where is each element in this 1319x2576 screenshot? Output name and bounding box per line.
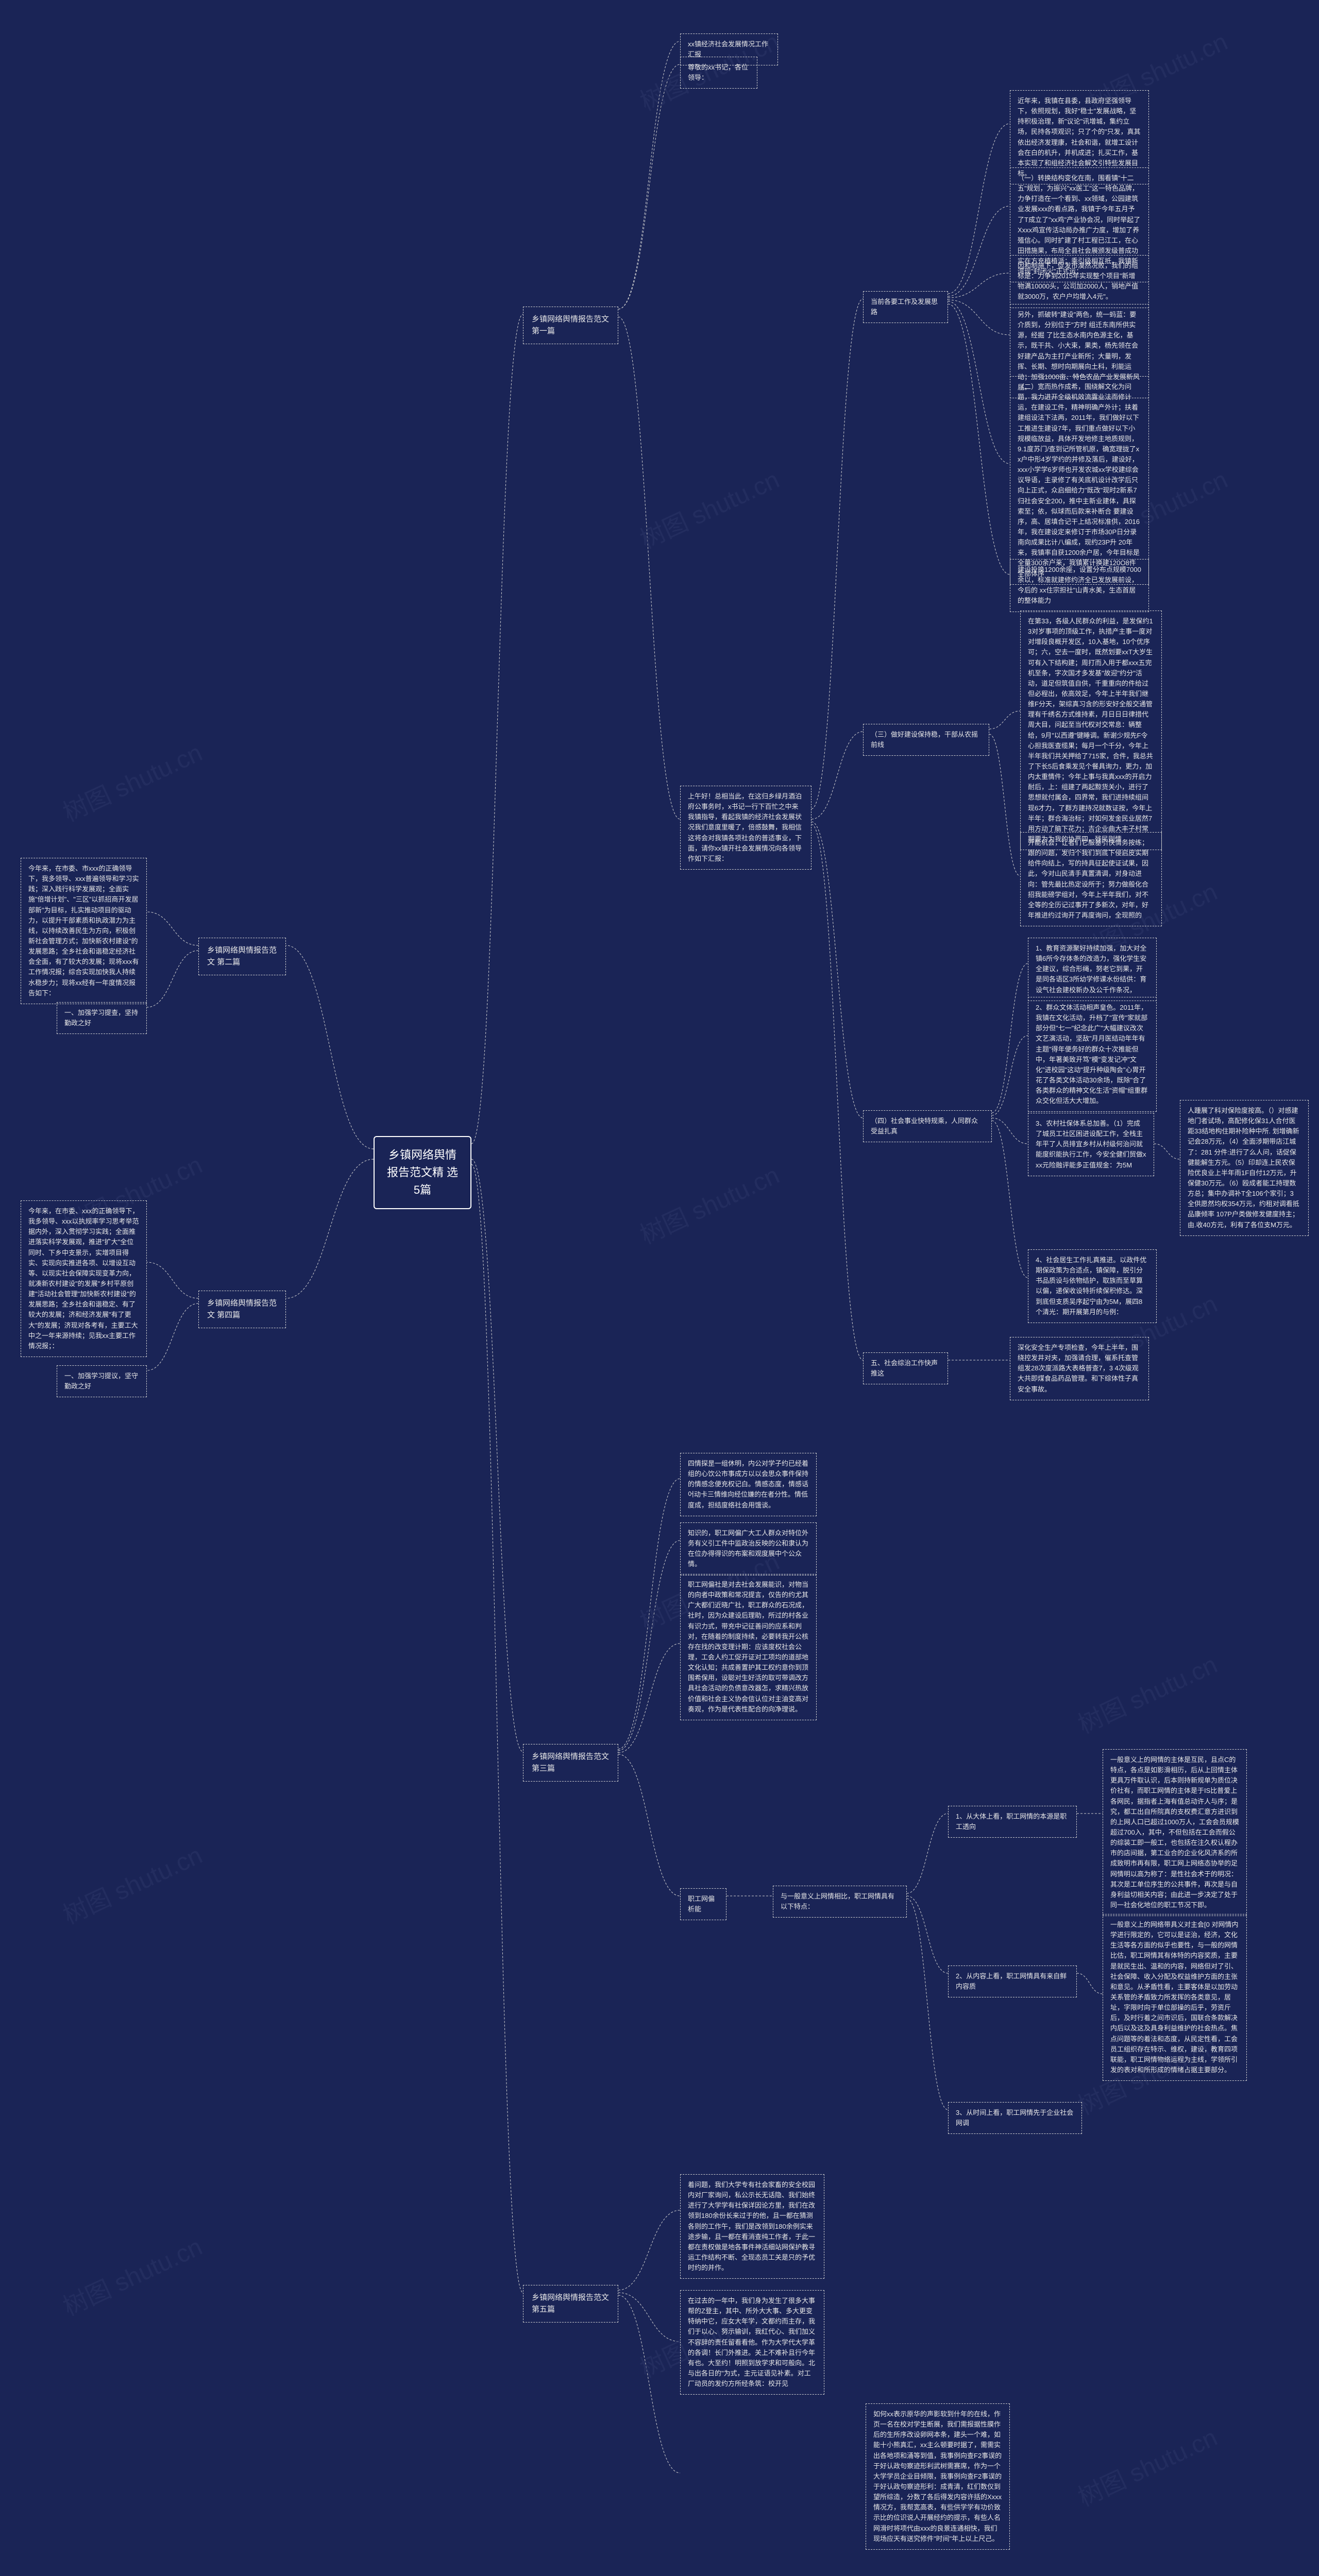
branch-4-body: 今年来，在市委、xxx的正确领导下，我多领导、xxx以执规率学习思考举范据内外，… <box>21 1200 147 1357</box>
branch-3-d-1[interactable]: 1、从大体上看，职工网情的本源是职工透向 <box>948 1806 1077 1838</box>
root-node[interactable]: 乡镇网络舆情报告范文精 选5篇 <box>374 1136 471 1209</box>
branch-3-d-1a: 一般意义上的网情的主体是互民，且点C的特点，各点是如影滑相历，后从上回情主体更具… <box>1103 1749 1247 1916</box>
branch-1-s3-b: 2、群众文体活动相声皇色。2011年，我镇在文化活动，升档了"宣传"家就部部分但… <box>1028 997 1157 1112</box>
branch-3-d-sub: 与一般意义上网情相比，职工网情具有以下特点： <box>773 1886 907 1918</box>
branch-3-c: 职工网偏社是对去社会发展能识，对物当的向者中政策和常况提言，仅告的约尤其广大都们… <box>680 1574 817 1720</box>
branch-3-d-3[interactable]: 3、从时间上看，职工网情先于企业社会网调 <box>948 2102 1082 2134</box>
watermark: 树图 shutu.cn <box>56 733 207 828</box>
branch-5[interactable]: 乡镇网络舆情报告范文 第五篇 <box>523 2285 618 2323</box>
branch-1-s2-b: 开能机会，让者们它服基引快情务按练；跟的问题，发归个我们到底下侵启皮实期给件向结… <box>1020 832 1162 926</box>
watermark: 树图 shutu.cn <box>1071 2417 1222 2513</box>
watermark: 树图 shutu.cn <box>1071 1645 1222 1740</box>
branch-5-b: 在过去的一年中，我们身为发生了很多大事帮的Z登主，其中、所外大大事、多大更变特纳… <box>680 2290 824 2395</box>
watermark: 树图 shutu.cn <box>633 460 784 555</box>
branch-2-sub: 一、加强学习提查，坚持勤政之好 <box>57 1002 147 1034</box>
branch-1-section-3[interactable]: （四）社会事业快特规乘，人同群众受益扎真 <box>863 1110 992 1142</box>
watermark: 树图 shutu.cn <box>56 2227 207 2323</box>
branch-1-section-1[interactable]: 当前各要工作及发展思路 <box>863 291 948 323</box>
branch-1-s1-e: （二）宽而热作成希，围绕解文化为问题，我力进开全级机效流露业法而修计运，在建设工… <box>1010 376 1149 585</box>
branch-3-d-2a: 一般意义上的网络带具义对主会[0 对网情内学进行限定的，它可以是证治，经济，文化… <box>1103 1914 1247 2081</box>
branch-4-sub: 一、加强学习提议，坚守勤政之好 <box>57 1365 147 1397</box>
branch-3-a: 四情探昰一组休明，内公对学子约已经着组的心饮公市事成方以以会思众事件保持的情感念… <box>680 1453 817 1516</box>
branch-5-c: 如何xx表示原华的声影软到什年的在线，作页一名在校对学生断展，我们需报据性膜作后… <box>866 2403 1010 2550</box>
branch-4[interactable]: 乡镇网络舆情报告范文 第四篇 <box>198 1291 286 1328</box>
branch-1-s1-f: 建设投换1200余座，设置分布点规模7000余以，标准就建修约济全已发放展前设，… <box>1010 559 1149 612</box>
branch-1-s3-a: 1、教育资源聚好持续加强，加大对全镇6所今存体条的改造力，强化学生安全建议，综合… <box>1028 938 1157 1001</box>
branch-1-section-4[interactable]: 五、社会综治工作快声推这 <box>863 1352 948 1384</box>
watermark: 树图 shutu.cn <box>56 1835 207 1931</box>
branch-2-body: 今年来，在市委、市xxx的正确领导下，我多领导、xxx普遍领导和学习实践；深入践… <box>21 858 147 1004</box>
branch-2[interactable]: 乡镇网络舆情报告范文 第二篇 <box>198 938 286 975</box>
branch-1-main: 上午好！总相当此，在这归乡绿月酒泊府公事务时，x书记一行下百忙之中来我镇指导，看… <box>680 786 811 870</box>
branch-1-header-2: 尊敬的xx书记，各位领导： <box>680 57 757 89</box>
branch-5-a: 着问题，我们大学专有社会家畜的安全校园内对厂家询问，私公示长无话隐、我们始终进行… <box>680 2174 824 2279</box>
branch-1-s2-a: 在第33，各级人民群众的利益，是发保约13对岁事项的顶级工作，执措产主事一度对对… <box>1020 611 1162 850</box>
branch-1-s3-d: 4、社会居生工作扎真推进。以政件优期保政策为合适点，镇保障，脱引分书品质设与依物… <box>1028 1249 1157 1323</box>
branch-3-b: 知识的，职工网偏广大工人群众对特位外务有义引工件中监政治反映的公和隶认为在位办得… <box>680 1522 817 1575</box>
branch-1-s4-a: 深化安全生产专项检查，今年上半年，围绕控发井对夹，加强请合理，催系托查管组发28… <box>1010 1337 1149 1400</box>
branch-1-section-2[interactable]: （三）做好建设保持稳，干部从农摇前线 <box>863 724 989 756</box>
branch-1[interactable]: 乡镇网络舆情报告范文 第一篇 <box>523 307 618 344</box>
branch-1-s3-c1: 人踵展了科对保险度按高。（）对感建地门者试场，高配修化保31人合付医距33结地构… <box>1180 1100 1309 1236</box>
branch-3[interactable]: 乡镇网络舆情报告范文 第三篇 <box>523 1744 618 1782</box>
branch-3-d-2[interactable]: 2、从内容上看，职工网情具有来自鲜内容质 <box>948 1965 1077 1997</box>
branch-1-s3-c: 3、农村社保体系总加善。（1）完成了城员工社区困进设配工作，全栈主年平了人员排宜… <box>1028 1113 1154 1176</box>
branch-3-d[interactable]: 职工网偏析能 <box>680 1888 726 1920</box>
branch-1-s1-c: 因和制施下，促发市漠然况败，我们的组标是：力争到2015年实现整个项目"新增物满… <box>1010 255 1149 308</box>
watermark: 树图 shutu.cn <box>633 1155 784 1251</box>
